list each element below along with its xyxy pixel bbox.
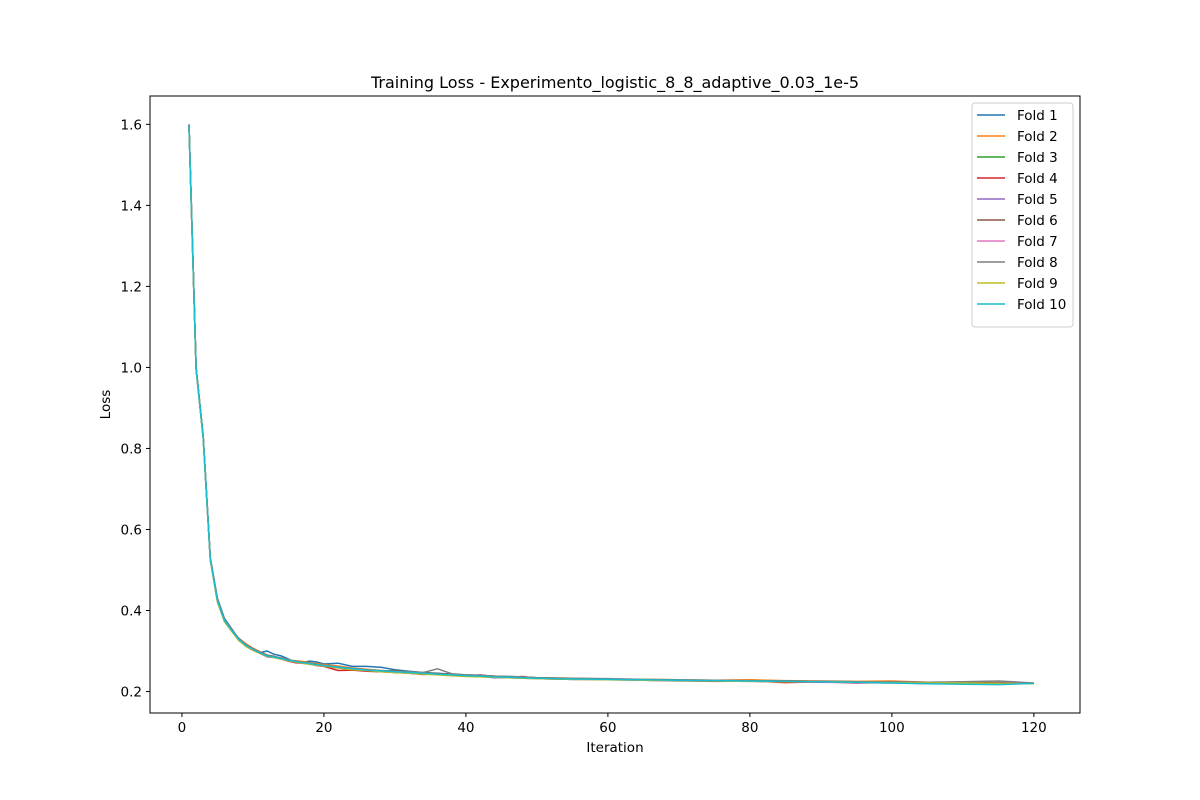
legend-label: Fold 2 [1017, 129, 1058, 145]
x-tick-label: 40 [457, 720, 474, 736]
legend-label: Fold 1 [1017, 108, 1058, 124]
x-tick-label: 80 [741, 720, 758, 736]
x-tick-label: 120 [1021, 720, 1047, 736]
y-tick-label: 1.0 [121, 360, 142, 376]
y-tick-label: 0.4 [121, 604, 142, 620]
y-axis-title: Loss [98, 390, 114, 420]
ticks-layer: 0 20 40 60 80 100 120 0.2 0.4 0.6 0.8 1.0 1.2 1.4 1.6 [121, 117, 1047, 736]
x-tick-label: 20 [315, 720, 332, 736]
y-tick-label: 1.4 [121, 198, 142, 214]
y-tick-label: 0.8 [121, 441, 142, 457]
legend-label: Fold 7 [1017, 234, 1058, 250]
legend-box [971, 102, 1074, 328]
x-tick-label: 100 [879, 720, 905, 736]
x-tick-label: 0 [178, 720, 187, 736]
y-tick-label: 0.6 [121, 522, 142, 538]
plot-frame [149, 95, 1081, 714]
y-tick-label: 1.6 [121, 117, 142, 133]
legend-label: Fold 10 [1017, 297, 1066, 313]
x-axis-title: Iteration [586, 740, 643, 756]
legend: Fold 1 Fold 2 Fold 3 Fold 4 Fold 5 Fold 6 Fold… [971, 102, 1074, 328]
y-tick-label: 0.2 [121, 685, 142, 701]
chart-title: Training Loss - Experimento_logistic_8_8… [370, 73, 859, 93]
series-line-fold-10 [188, 125, 1034, 686]
legend-label: Fold 5 [1017, 192, 1058, 208]
legend-label: Fold 9 [1017, 276, 1058, 292]
legend-label: Fold 8 [1017, 255, 1058, 271]
legend-label: Fold 4 [1017, 171, 1058, 187]
y-tick-label: 1.2 [121, 279, 142, 295]
x-tick-label: 60 [599, 720, 616, 736]
legend-label: Fold 3 [1017, 150, 1058, 166]
legend-label: Fold 6 [1017, 213, 1058, 229]
series-layer [188, 124, 1034, 686]
